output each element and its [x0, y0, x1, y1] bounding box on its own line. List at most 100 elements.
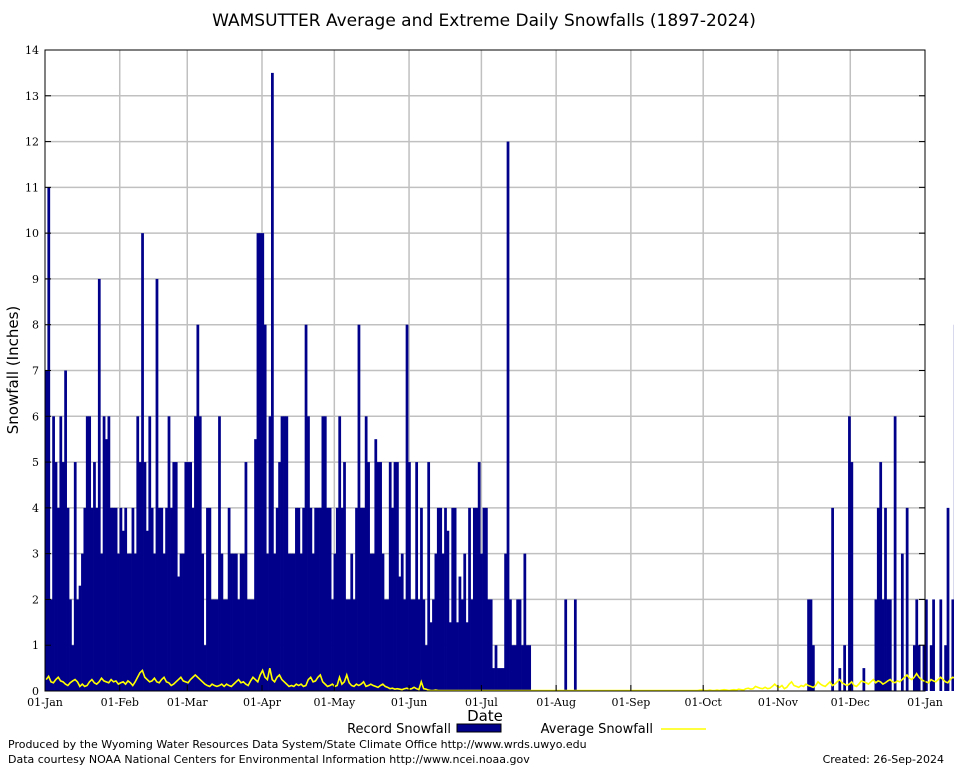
- record-bar: [297, 507, 301, 691]
- record-bar: [256, 233, 260, 691]
- record-bar: [268, 416, 272, 691]
- record-bar: [302, 507, 306, 691]
- record-bar: [929, 645, 933, 691]
- y-tick-label: 8: [32, 319, 39, 332]
- record-bar: [299, 553, 303, 691]
- record-bar: [57, 507, 60, 691]
- record-bar: [886, 599, 890, 691]
- record-bar: [275, 507, 279, 691]
- y-tick-label: 11: [25, 181, 39, 194]
- record-bar: [497, 668, 500, 691]
- record-bar: [121, 530, 125, 691]
- record-bar: [427, 462, 431, 691]
- record-bar: [448, 622, 452, 691]
- y-tick-label: 14: [25, 44, 39, 57]
- record-bar: [369, 553, 373, 691]
- record-bar: [350, 553, 354, 691]
- record-bar: [345, 599, 349, 691]
- record-bar: [499, 668, 503, 691]
- record-bar: [160, 507, 164, 691]
- x-tick-label: 01-Nov: [758, 696, 799, 709]
- x-tick-label: 01-Dec: [831, 696, 870, 709]
- record-bar: [335, 507, 339, 691]
- record-bar: [439, 507, 443, 691]
- record-bar: [381, 553, 385, 691]
- record-bar: [528, 645, 532, 691]
- record-bar: [295, 507, 298, 691]
- record-bar: [148, 416, 152, 691]
- record-bar: [444, 507, 447, 691]
- record-bar: [251, 599, 255, 691]
- record-bar: [424, 645, 428, 691]
- record-bar: [138, 462, 142, 691]
- record-bar: [61, 462, 65, 691]
- record-bar: [271, 72, 274, 691]
- record-bar: [893, 416, 897, 691]
- record-bar: [922, 645, 926, 691]
- record-bar: [420, 507, 423, 691]
- record-bar: [158, 507, 161, 691]
- record-bar: [905, 507, 909, 691]
- legend-record-label: Record Snowfall: [347, 722, 451, 737]
- record-bar: [939, 599, 943, 691]
- record-bar: [49, 599, 53, 691]
- record-bar: [915, 599, 919, 691]
- record-bar: [198, 416, 202, 691]
- record-bar: [468, 507, 471, 691]
- record-bar: [78, 585, 82, 691]
- footer-data-courtesy: Data courtesy NOAA National Centers for …: [8, 753, 530, 766]
- record-bar: [203, 645, 207, 691]
- record-bar: [881, 599, 885, 691]
- record-bar: [321, 416, 325, 691]
- record-bar: [117, 553, 120, 691]
- record-bar: [506, 141, 510, 691]
- record-bar: [850, 462, 854, 691]
- x-axis-ticks: 01-Jan 01-Feb 01-Mar 01-Apr 01-May 01-Jun 01-J…: [27, 685, 943, 709]
- record-bar: [492, 668, 495, 691]
- record-bar: [453, 507, 457, 691]
- record-bar: [280, 416, 284, 691]
- record-bar: [273, 553, 277, 691]
- record-bar: [107, 416, 111, 691]
- y-tick-label: 2: [32, 593, 39, 606]
- y-tick-label: 6: [32, 410, 39, 423]
- record-bar: [379, 462, 382, 691]
- record-bar: [208, 507, 212, 691]
- record-bar: [333, 553, 337, 691]
- x-tick-label: 01-Apr: [243, 696, 282, 709]
- record-bar: [884, 507, 887, 691]
- record-bar: [932, 599, 935, 691]
- record-bar: [518, 599, 522, 691]
- x-tick-label: 01-Jun: [391, 696, 427, 709]
- record-bar: [480, 553, 483, 691]
- record-bar: [133, 553, 137, 691]
- record-bar: [408, 462, 411, 691]
- y-tick-label: 12: [25, 136, 39, 149]
- record-bar: [848, 416, 851, 691]
- record-bar: [162, 553, 166, 691]
- record-bar: [472, 507, 476, 691]
- record-bar: [222, 599, 226, 691]
- record-bar: [393, 462, 397, 691]
- record-bar: [463, 553, 467, 691]
- record-bar: [917, 645, 921, 691]
- y-tick-label: 7: [32, 365, 39, 378]
- record-bar: [90, 507, 94, 691]
- record-bar: [172, 462, 176, 691]
- record-bar: [925, 599, 928, 691]
- record-bar: [210, 599, 214, 691]
- y-tick-label: 4: [32, 502, 39, 515]
- record-bar: [405, 324, 409, 691]
- y-tick-label: 5: [32, 456, 39, 469]
- record-bar: [338, 416, 342, 691]
- footer-created-date: Created: 26-Sep-2024: [822, 753, 944, 766]
- record-bar: [112, 507, 116, 691]
- record-bar: [509, 599, 512, 691]
- x-tick-label: 01-Jan: [907, 696, 943, 709]
- record-bar: [446, 530, 450, 691]
- record-bar: [93, 462, 96, 691]
- record-bar: [323, 416, 327, 691]
- record-bar: [179, 553, 183, 691]
- record-bar: [258, 233, 262, 691]
